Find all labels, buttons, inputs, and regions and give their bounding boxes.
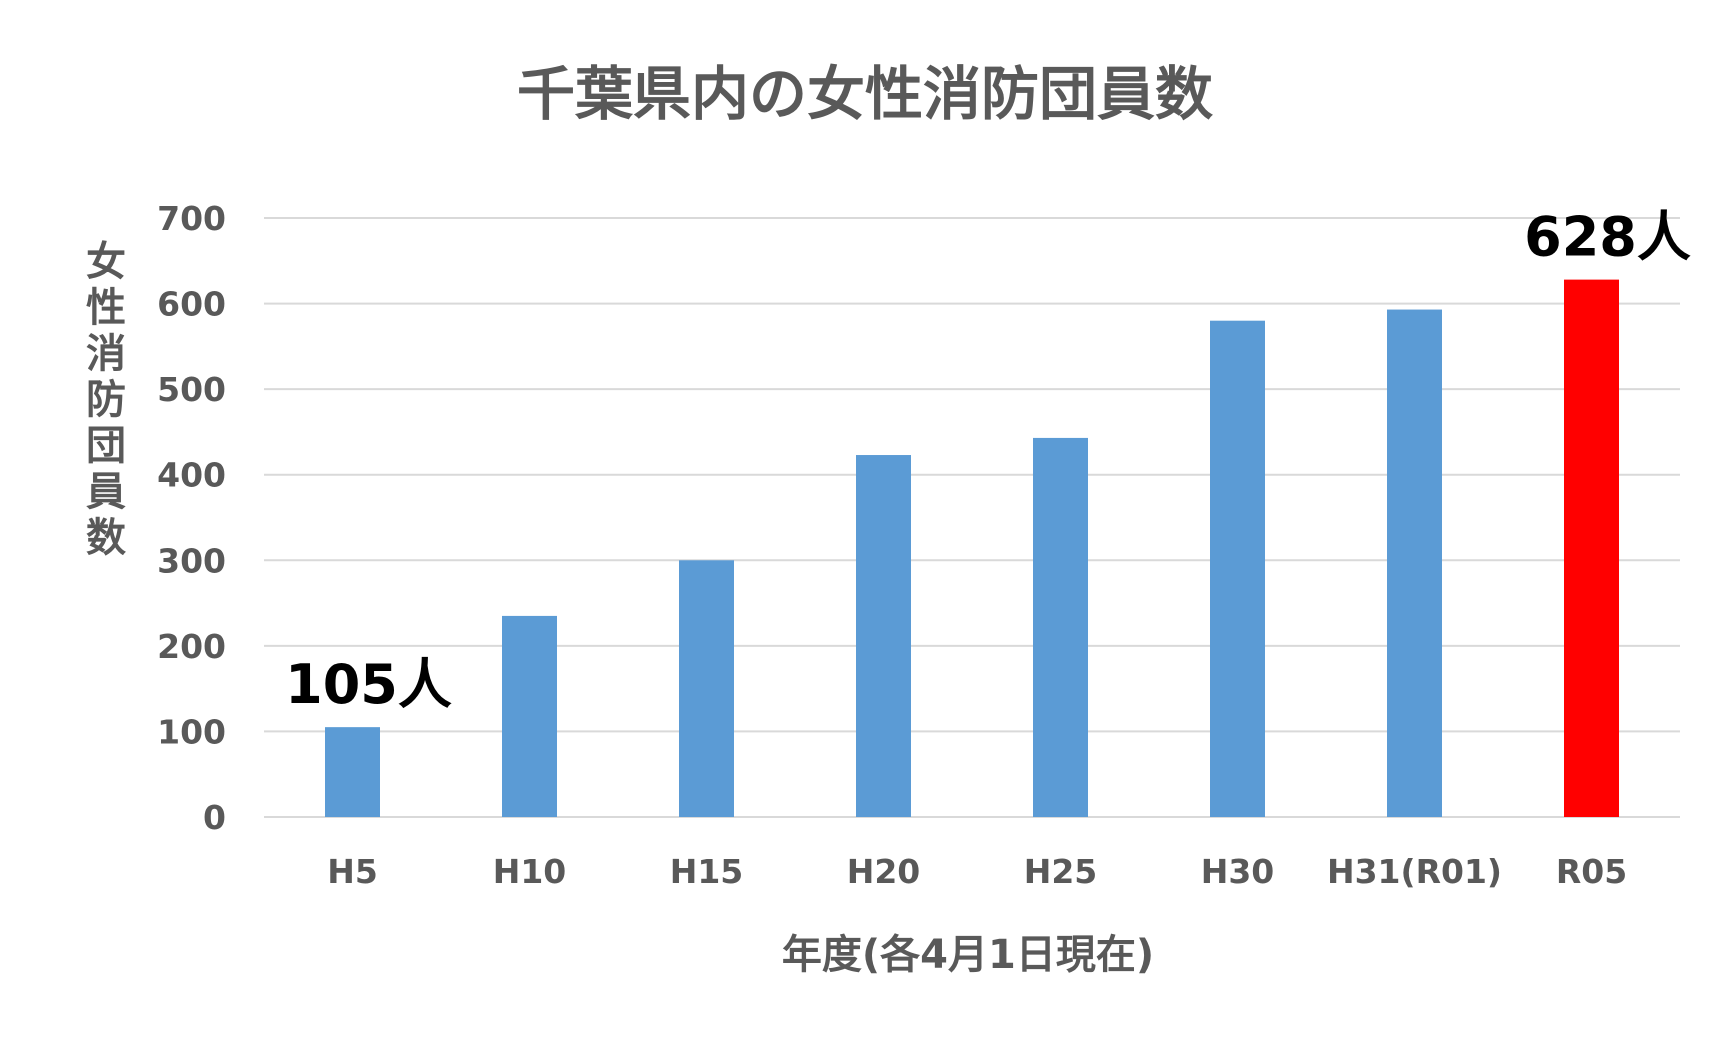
bar-H30 — [1210, 320, 1265, 817]
x-category-label: H10 — [493, 852, 567, 891]
x-category-label: H25 — [1024, 852, 1098, 891]
x-category-label: H30 — [1201, 852, 1275, 891]
data-labels: 105人 628人 — [285, 206, 1691, 717]
gridlines — [264, 217, 1680, 818]
bars — [325, 279, 1619, 817]
chart-title: 千葉県内の女性消防団員数 — [517, 60, 1213, 128]
bar-H31(R01) — [1387, 309, 1442, 817]
y-tick-label: 0 — [203, 798, 226, 837]
x-category-label: H15 — [670, 852, 744, 891]
y-axis-ticks: 0 100 200 300 400 500 600 700 — [157, 199, 226, 837]
bar-H10 — [502, 615, 557, 817]
x-category-label: R05 — [1556, 852, 1627, 891]
x-axis-categories: H5 H10 H15 H20 H25 H30 H31(R01) R05 — [327, 852, 1627, 891]
y-tick-label: 600 — [157, 285, 226, 324]
bar-H15 — [679, 560, 734, 817]
bar-H25 — [1033, 437, 1088, 817]
y-tick-label: 100 — [157, 712, 226, 751]
x-axis-label: 年度(各4月1日現在) — [782, 932, 1154, 978]
y-tick-label: 500 — [157, 370, 226, 409]
bar-H5 — [325, 727, 380, 817]
bar-H20 — [856, 455, 911, 817]
y-tick-label: 300 — [157, 541, 226, 580]
data-label-R05: 628人 — [1524, 206, 1691, 269]
y-tick-label: 700 — [157, 199, 226, 238]
data-label-H5: 105人 — [285, 653, 452, 716]
y-axis-label: 女性消防団員数 — [86, 239, 126, 561]
y-tick-label: 200 — [157, 627, 226, 666]
x-category-label: H31(R01) — [1327, 852, 1502, 891]
x-category-label: H5 — [327, 852, 378, 891]
y-tick-label: 400 — [157, 456, 226, 495]
bar-R05 — [1564, 279, 1619, 817]
x-category-label: H20 — [847, 852, 921, 891]
